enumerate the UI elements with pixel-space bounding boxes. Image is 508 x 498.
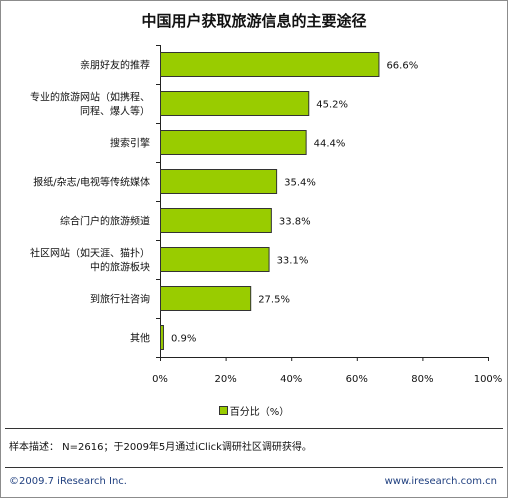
category-label: 综合门户的旅游频道 [60, 215, 150, 228]
legend-label: 百分比（%） [229, 407, 290, 418]
data-label: 44.4% [314, 139, 346, 150]
website-link[interactable]: www.iresearch.com.cn [384, 476, 497, 487]
bar [160, 130, 307, 155]
bar [160, 247, 270, 272]
data-label: 35.4% [284, 178, 316, 189]
data-label: 0.9% [171, 334, 196, 345]
category-label-line: 搜索引擎 [110, 137, 150, 150]
category-label-line: 其他 [130, 332, 150, 345]
divider [5, 467, 503, 468]
copyright-text: ©2009.7 iResearch Inc. [9, 476, 127, 487]
divider [5, 428, 503, 429]
data-label: 45.2% [316, 100, 348, 111]
data-label: 33.1% [277, 256, 309, 267]
bar [160, 52, 380, 77]
x-tick-label: 80% [411, 374, 433, 385]
data-label: 33.8% [279, 217, 311, 228]
data-label: 66.6% [386, 61, 418, 72]
category-label-line: 综合门户的旅游频道 [60, 215, 150, 228]
category-label: 亲朋好友的推荐 [80, 59, 150, 72]
bar [160, 286, 252, 311]
category-label: 社区网站（如天涯、猫扑）中的旅游板块 [30, 247, 150, 274]
x-tick-label: 60% [346, 374, 368, 385]
category-label-line: 专业的旅游网站（如携程、 [30, 91, 150, 104]
x-tick-label: 0% [152, 374, 168, 385]
bar [160, 325, 164, 350]
category-label: 其他 [130, 332, 150, 345]
category-label-line: 到旅行社咨询 [90, 293, 150, 306]
sample-note: 样本描述： N=2616；于2009年5月通过iClick调研社区调研获得。 [9, 442, 312, 453]
bar [160, 169, 278, 194]
chart-title: 中国用户获取旅游信息的主要途径 [141, 12, 367, 30]
x-tick-label: 100% [474, 374, 503, 385]
bar [160, 208, 272, 233]
category-label-line: 中的旅游板块 [90, 261, 150, 274]
category-label-line: 同程、爆人等） [80, 105, 150, 118]
category-label-line: 报纸/杂志/电视等传统媒体 [33, 176, 150, 189]
category-label-line: 亲朋好友的推荐 [80, 59, 150, 72]
legend-swatch [218, 406, 228, 415]
x-tick-label: 40% [280, 374, 302, 385]
data-label: 27.5% [258, 295, 290, 306]
category-label: 搜索引擎 [110, 137, 150, 150]
category-label: 报纸/杂志/电视等传统媒体 [33, 176, 150, 189]
x-tick-label: 20% [214, 374, 236, 385]
bar-chart: 0% 20% 40% 60% 80% 100% 66.6% 亲朋好友的推荐 45.2% 专业的旅游… [30, 45, 503, 385]
category-label-line: 社区网站（如天涯、猫扑） [30, 247, 150, 260]
bar [160, 91, 310, 116]
category-label: 到旅行社咨询 [90, 293, 150, 306]
category-label: 专业的旅游网站（如携程、同程、爆人等） [30, 91, 150, 118]
legend: 百分比（%） [1, 403, 507, 418]
